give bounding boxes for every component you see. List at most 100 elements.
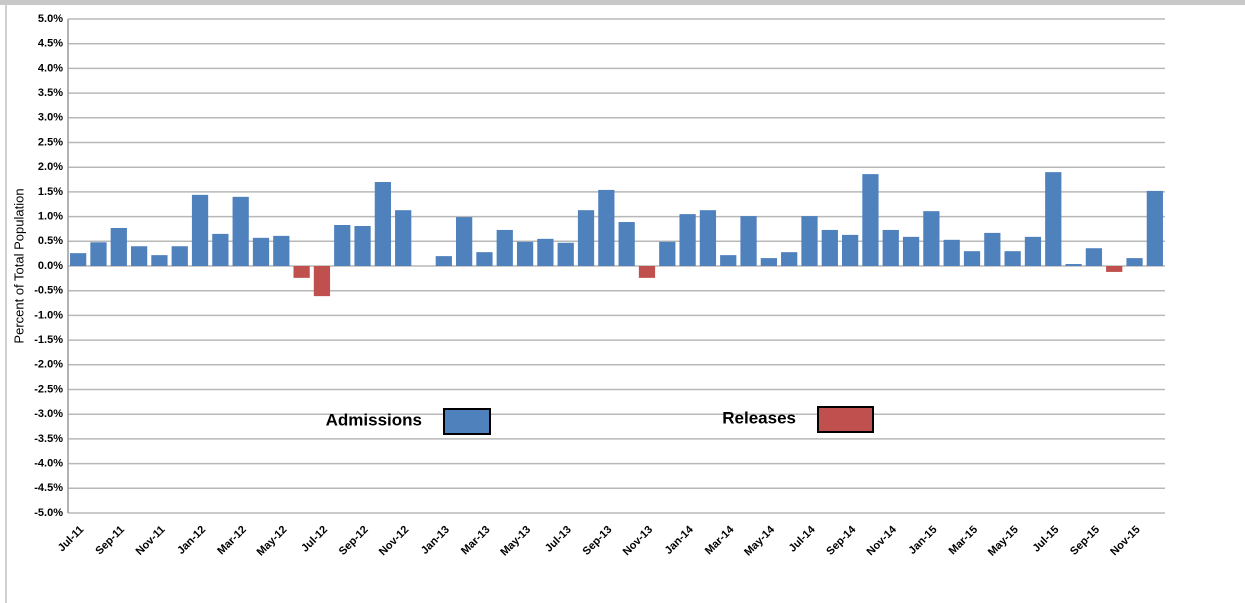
bar: [923, 211, 940, 266]
bar: [902, 236, 920, 266]
bar: [374, 182, 392, 266]
x-tick-label: Jul-11: [56, 524, 87, 555]
bar: [943, 239, 960, 266]
bar: [821, 229, 838, 266]
bar: [1085, 248, 1103, 266]
x-tick-label: Jan-15: [906, 524, 939, 557]
x-tick-label: Nov-12: [377, 524, 411, 558]
bar: [171, 246, 188, 266]
y-tick-label: 4.5%: [38, 38, 63, 50]
y-tick-label: 1.5%: [38, 186, 63, 198]
bar: [699, 210, 717, 266]
y-tick-label: -1.0%: [34, 309, 63, 321]
bar: [801, 216, 818, 266]
x-tick-label: Jul-15: [1030, 524, 1061, 555]
top-border: [0, 0, 1245, 5]
x-tick-label: Jan-13: [419, 524, 452, 557]
bar: [313, 266, 331, 297]
bar: [70, 253, 87, 266]
bar: [1126, 258, 1143, 266]
x-tick-label: Mar-13: [459, 524, 493, 558]
x-tick-label: Jul-12: [299, 524, 330, 555]
bar: [1146, 190, 1163, 266]
bar: [516, 241, 534, 266]
y-tick-label: 0.0%: [38, 260, 63, 272]
bar: [659, 241, 676, 266]
bar: [395, 210, 412, 266]
bar: [252, 237, 270, 266]
y-tick-label: 5.0%: [38, 13, 63, 25]
bar: [1045, 172, 1062, 266]
x-tick-label: May-13: [498, 524, 533, 559]
bar: [862, 174, 879, 266]
bar: [476, 252, 493, 266]
x-tick-label: Nov-13: [621, 524, 655, 558]
bar: [537, 238, 554, 266]
bar: [963, 251, 981, 266]
bar: [293, 266, 310, 278]
y-tick-label: -5.0%: [34, 507, 63, 519]
bar: [1004, 251, 1021, 266]
x-tick-label: Jan-12: [175, 524, 208, 557]
y-tick-label: -4.0%: [34, 458, 63, 470]
bar: [679, 214, 696, 266]
bar: [496, 229, 513, 266]
bar: [456, 217, 473, 266]
bar: [740, 216, 757, 266]
x-tick-label: Nov-14: [864, 523, 899, 558]
y-tick-label: -4.5%: [34, 482, 63, 494]
x-tick-label: Nov-15: [1108, 524, 1142, 558]
bar: [334, 224, 351, 266]
legend-swatch: [443, 408, 491, 435]
x-tick-label: Sep-14: [824, 523, 859, 558]
bar: [435, 256, 452, 266]
bar: [618, 222, 635, 266]
x-tick-label: May-15: [986, 524, 1021, 559]
x-tick-label: Mar-12: [215, 524, 249, 558]
y-axis-label: Percent of Total Population: [11, 188, 26, 343]
y-tick-label: -0.5%: [34, 285, 63, 297]
bar: [841, 234, 859, 266]
bar: [1065, 264, 1082, 266]
x-tick-label: Sep-11: [93, 524, 127, 558]
bar: [781, 252, 798, 266]
y-tick-label: -2.5%: [34, 383, 63, 395]
bar: [354, 225, 371, 266]
bar: [1024, 236, 1042, 266]
bar: [212, 233, 229, 266]
left-border: [5, 5, 7, 603]
bar: [191, 194, 209, 266]
x-tick-label: May-12: [255, 524, 290, 559]
x-tick-label: Sep-13: [581, 524, 615, 558]
y-tick-label: 0.5%: [38, 235, 63, 247]
y-tick-label: -3.0%: [34, 408, 63, 420]
legend-swatch: [817, 406, 874, 433]
y-tick-label: 2.0%: [38, 161, 63, 173]
x-tick-label: Nov-11: [134, 524, 168, 558]
legend-label: Admissions: [326, 410, 422, 429]
bar: [232, 196, 249, 266]
y-tick-label: 1.0%: [38, 211, 63, 223]
x-tick-label: Sep-15: [1068, 524, 1102, 558]
bar: [110, 227, 127, 266]
x-tick-label: Jul-13: [543, 524, 574, 555]
y-tick-label: 2.5%: [38, 136, 63, 148]
x-tick-label: Jul-14: [787, 523, 819, 555]
bar: [882, 229, 899, 266]
y-tick-label: -1.5%: [34, 334, 63, 346]
bar: [760, 258, 777, 266]
bar: [273, 235, 290, 266]
x-tick-label: Mar-14: [703, 523, 737, 557]
y-tick-label: -3.5%: [34, 433, 63, 445]
bar: [151, 255, 168, 266]
y-tick-label: 3.0%: [38, 112, 63, 124]
bar: [720, 255, 737, 266]
x-tick-label: Sep-12: [337, 524, 371, 558]
bar: [557, 242, 574, 266]
x-tick-label: Jan-14: [663, 523, 697, 557]
y-tick-label: 4.0%: [38, 62, 63, 74]
bar: [1106, 266, 1123, 272]
legend-label: Releases: [722, 408, 796, 427]
bar: [984, 232, 1001, 266]
